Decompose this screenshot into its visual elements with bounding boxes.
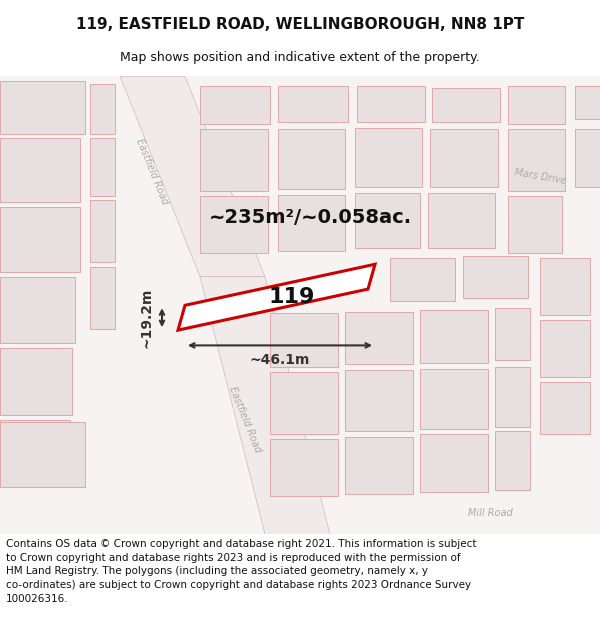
Polygon shape — [90, 84, 115, 134]
Polygon shape — [270, 372, 338, 434]
Polygon shape — [345, 437, 413, 494]
Polygon shape — [90, 201, 115, 262]
Polygon shape — [357, 86, 425, 122]
Polygon shape — [0, 422, 85, 487]
Polygon shape — [495, 308, 530, 360]
Polygon shape — [278, 129, 345, 189]
Polygon shape — [432, 88, 500, 122]
Polygon shape — [0, 76, 600, 534]
Polygon shape — [420, 310, 488, 362]
Text: Contains OS data © Crown copyright and database right 2021. This information is : Contains OS data © Crown copyright and d… — [6, 539, 476, 604]
Polygon shape — [355, 127, 422, 187]
Polygon shape — [200, 129, 268, 191]
Text: Map shows position and indicative extent of the property.: Map shows position and indicative extent… — [120, 51, 480, 64]
Polygon shape — [178, 264, 375, 330]
Text: ~19.2m: ~19.2m — [139, 288, 153, 348]
Polygon shape — [428, 192, 495, 248]
Polygon shape — [0, 81, 85, 134]
Polygon shape — [200, 196, 268, 253]
Polygon shape — [278, 194, 345, 251]
Polygon shape — [430, 129, 498, 187]
Polygon shape — [270, 313, 338, 368]
Polygon shape — [508, 196, 562, 253]
Polygon shape — [270, 439, 338, 496]
Polygon shape — [0, 138, 80, 202]
Polygon shape — [0, 420, 70, 482]
Polygon shape — [0, 207, 80, 272]
Text: Mars Drive: Mars Drive — [513, 167, 567, 186]
Polygon shape — [355, 192, 420, 248]
Text: ~235m²/~0.058ac.: ~235m²/~0.058ac. — [208, 208, 412, 227]
Text: 119, EASTFIELD ROAD, WELLINGBOROUGH, NN8 1PT: 119, EASTFIELD ROAD, WELLINGBOROUGH, NN8… — [76, 17, 524, 32]
Polygon shape — [0, 348, 72, 415]
Polygon shape — [540, 382, 590, 434]
Polygon shape — [575, 86, 600, 119]
Polygon shape — [278, 86, 348, 122]
Polygon shape — [508, 129, 565, 191]
Polygon shape — [200, 86, 270, 124]
Text: ~46.1m: ~46.1m — [250, 352, 310, 367]
Polygon shape — [90, 267, 115, 329]
Polygon shape — [420, 369, 488, 429]
Text: Eastfield Road: Eastfield Road — [227, 386, 263, 454]
Polygon shape — [495, 368, 530, 426]
Polygon shape — [390, 258, 455, 301]
Polygon shape — [420, 434, 488, 492]
Polygon shape — [540, 258, 590, 315]
Polygon shape — [575, 129, 600, 187]
Text: Mill Road: Mill Road — [467, 508, 512, 518]
Polygon shape — [90, 138, 115, 196]
Polygon shape — [345, 370, 413, 431]
Polygon shape — [120, 76, 265, 277]
Polygon shape — [463, 256, 528, 298]
Polygon shape — [200, 277, 330, 534]
Text: Eastfield Road: Eastfield Road — [134, 138, 170, 206]
Polygon shape — [0, 277, 75, 344]
Polygon shape — [540, 319, 590, 377]
Polygon shape — [345, 312, 413, 364]
Polygon shape — [495, 431, 530, 491]
Text: 119: 119 — [268, 288, 314, 308]
Polygon shape — [508, 86, 565, 124]
